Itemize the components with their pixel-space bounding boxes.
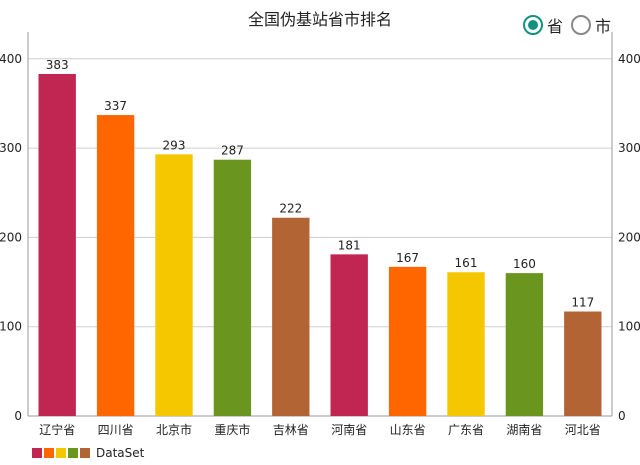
y-tick-label-left: 400 <box>0 52 22 66</box>
city-radio-option[interactable]: 市 <box>571 13 611 37</box>
y-tick-label-left: 200 <box>0 230 22 244</box>
y-tick-label-left: 100 <box>0 320 22 334</box>
province-radio-label: 省 <box>547 17 564 36</box>
y-tick-label-right: 0 <box>618 409 626 423</box>
legend-label: DataSet <box>96 446 145 460</box>
bar <box>505 273 544 416</box>
city-radio-label: 市 <box>595 17 612 36</box>
bar-value-label: 161 <box>455 256 478 270</box>
bar <box>155 154 193 417</box>
bar <box>447 272 485 416</box>
bar-value-label: 167 <box>396 251 419 265</box>
legend-swatch <box>32 448 42 458</box>
province-radio-option[interactable]: 省 <box>523 13 563 37</box>
y-tick-label-left: 0 <box>14 409 22 423</box>
legend-swatch <box>44 448 54 458</box>
bar-value-label: 222 <box>279 202 302 216</box>
radio-unselected-icon[interactable] <box>571 15 591 35</box>
bar <box>213 159 252 416</box>
bar <box>388 266 427 416</box>
bar-value-label: 337 <box>104 99 127 113</box>
y-tick-label-right: 300 <box>618 141 640 155</box>
x-tick-label: 吉林省 <box>273 423 309 437</box>
legend-swatch <box>56 448 66 458</box>
legend-swatch <box>80 448 90 458</box>
x-tick-label: 河北省 <box>565 423 601 437</box>
bar-value-label: 287 <box>221 144 244 158</box>
x-tick-label: 广东省 <box>448 423 484 437</box>
bar-value-label: 181 <box>338 238 361 252</box>
x-tick-label: 河南省 <box>331 422 367 437</box>
bar-value-label: 383 <box>46 58 69 72</box>
bar <box>96 115 135 417</box>
x-tick-label: 四川省 <box>98 423 134 437</box>
y-tick-label-right: 400 <box>618 52 640 66</box>
chart-title: 全国伪基站省市排名 <box>247 10 392 29</box>
y-tick-label-right: 200 <box>618 230 640 244</box>
bar-value-label: 293 <box>163 138 186 152</box>
x-tick-label: 辽宁省 <box>39 422 75 437</box>
bar-value-label: 117 <box>571 296 594 310</box>
x-tick-label: 湖南省 <box>506 422 542 437</box>
y-tick-label-right: 100 <box>618 320 640 334</box>
x-tick-label: 北京市 <box>156 422 192 437</box>
legend-swatch <box>68 448 78 458</box>
bar <box>38 73 76 416</box>
x-tick-label: 山东省 <box>390 423 426 437</box>
y-tick-label-left: 300 <box>0 141 22 155</box>
legend-swatches <box>32 448 92 458</box>
chart-legend: DataSet <box>32 446 144 460</box>
bar <box>564 311 602 416</box>
bar <box>330 254 368 416</box>
bar <box>272 217 310 416</box>
bar-value-label: 160 <box>513 257 536 271</box>
x-tick-label: 重庆市 <box>214 422 250 437</box>
radio-selected-icon[interactable] <box>523 15 543 35</box>
